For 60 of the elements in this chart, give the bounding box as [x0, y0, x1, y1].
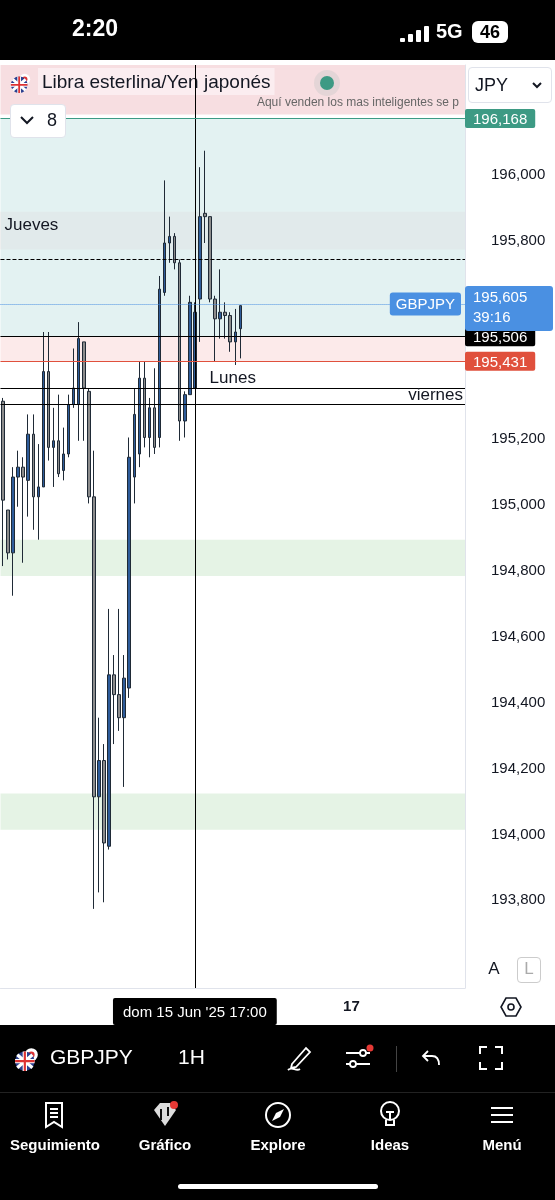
text: Gráfico — [137, 1136, 193, 1153]
candlestick — [37, 443, 40, 541]
text: 195,605 — [473, 287, 528, 305]
candlestick — [77, 321, 80, 442]
text: 1H — [178, 1045, 205, 1069]
candlestick — [1, 397, 5, 567]
ref-line-label: Lunes — [209, 368, 256, 388]
band-label: Jueves — [4, 214, 59, 234]
band-label: Aquí venden los mas inteligentes se p — [256, 95, 460, 110]
ref-line-label: 195,431 — [473, 352, 528, 370]
candlestick — [234, 308, 237, 366]
text: Ideas — [369, 1136, 411, 1153]
candlestick — [47, 331, 50, 462]
candlestick — [239, 305, 242, 359]
annotation: 8 — [47, 110, 58, 131]
y-tick-label: 195,800 — [491, 231, 546, 249]
text: JPY — [475, 75, 509, 96]
text: 39:16 — [473, 307, 511, 325]
candlestick — [82, 341, 86, 442]
text: Seguimiento — [9, 1136, 101, 1153]
y-tick-label: 195,000 — [491, 494, 546, 512]
candlestick — [52, 407, 55, 488]
candlestick — [148, 397, 151, 458]
candlestick — [163, 179, 166, 297]
candlestick — [67, 394, 70, 458]
text: Explore — [249, 1136, 307, 1153]
candlestick — [138, 361, 141, 468]
ref-line-label: 195,506 — [473, 328, 528, 346]
candlestick — [57, 394, 60, 478]
candlestick — [168, 216, 171, 264]
y-tick-label: 195,200 — [491, 429, 546, 446]
x-tick-label: dom 15 Jun '25 17:00 — [122, 1003, 267, 1020]
candlestick — [32, 413, 35, 531]
candlestick — [158, 275, 161, 448]
text: L — [517, 957, 541, 983]
ref-line-label: 196,168 — [473, 109, 528, 127]
candlestick — [133, 387, 136, 504]
text: GBPJPY — [50, 1045, 133, 1069]
candlestick — [72, 347, 75, 409]
y-tick-label: 194,600 — [491, 626, 546, 644]
y-tick-label: 194,000 — [491, 824, 546, 842]
x-tick-label: 17 — [343, 997, 360, 1014]
text: 5G — [436, 20, 463, 43]
ref-line-label: viernes — [408, 384, 463, 404]
ref-line-label: GBPJPY — [395, 295, 455, 313]
y-tick-label: 193,800 — [491, 890, 546, 908]
text: Menú — [481, 1136, 523, 1153]
text: 2:20 — [72, 15, 119, 42]
candlestick — [62, 427, 65, 481]
candlestick — [143, 361, 146, 448]
text: A — [487, 958, 501, 980]
y-tick-label: 194,400 — [491, 692, 546, 710]
y-tick-label: 194,200 — [491, 758, 546, 776]
candlestick — [153, 367, 156, 455]
candlestick — [178, 258, 181, 442]
y-tick-label: 194,800 — [491, 560, 546, 578]
candlestick — [42, 331, 45, 488]
y-tick-label: 196,000 — [491, 165, 546, 183]
candlestick — [173, 232, 176, 270]
battery-icon: 46 — [472, 21, 508, 43]
